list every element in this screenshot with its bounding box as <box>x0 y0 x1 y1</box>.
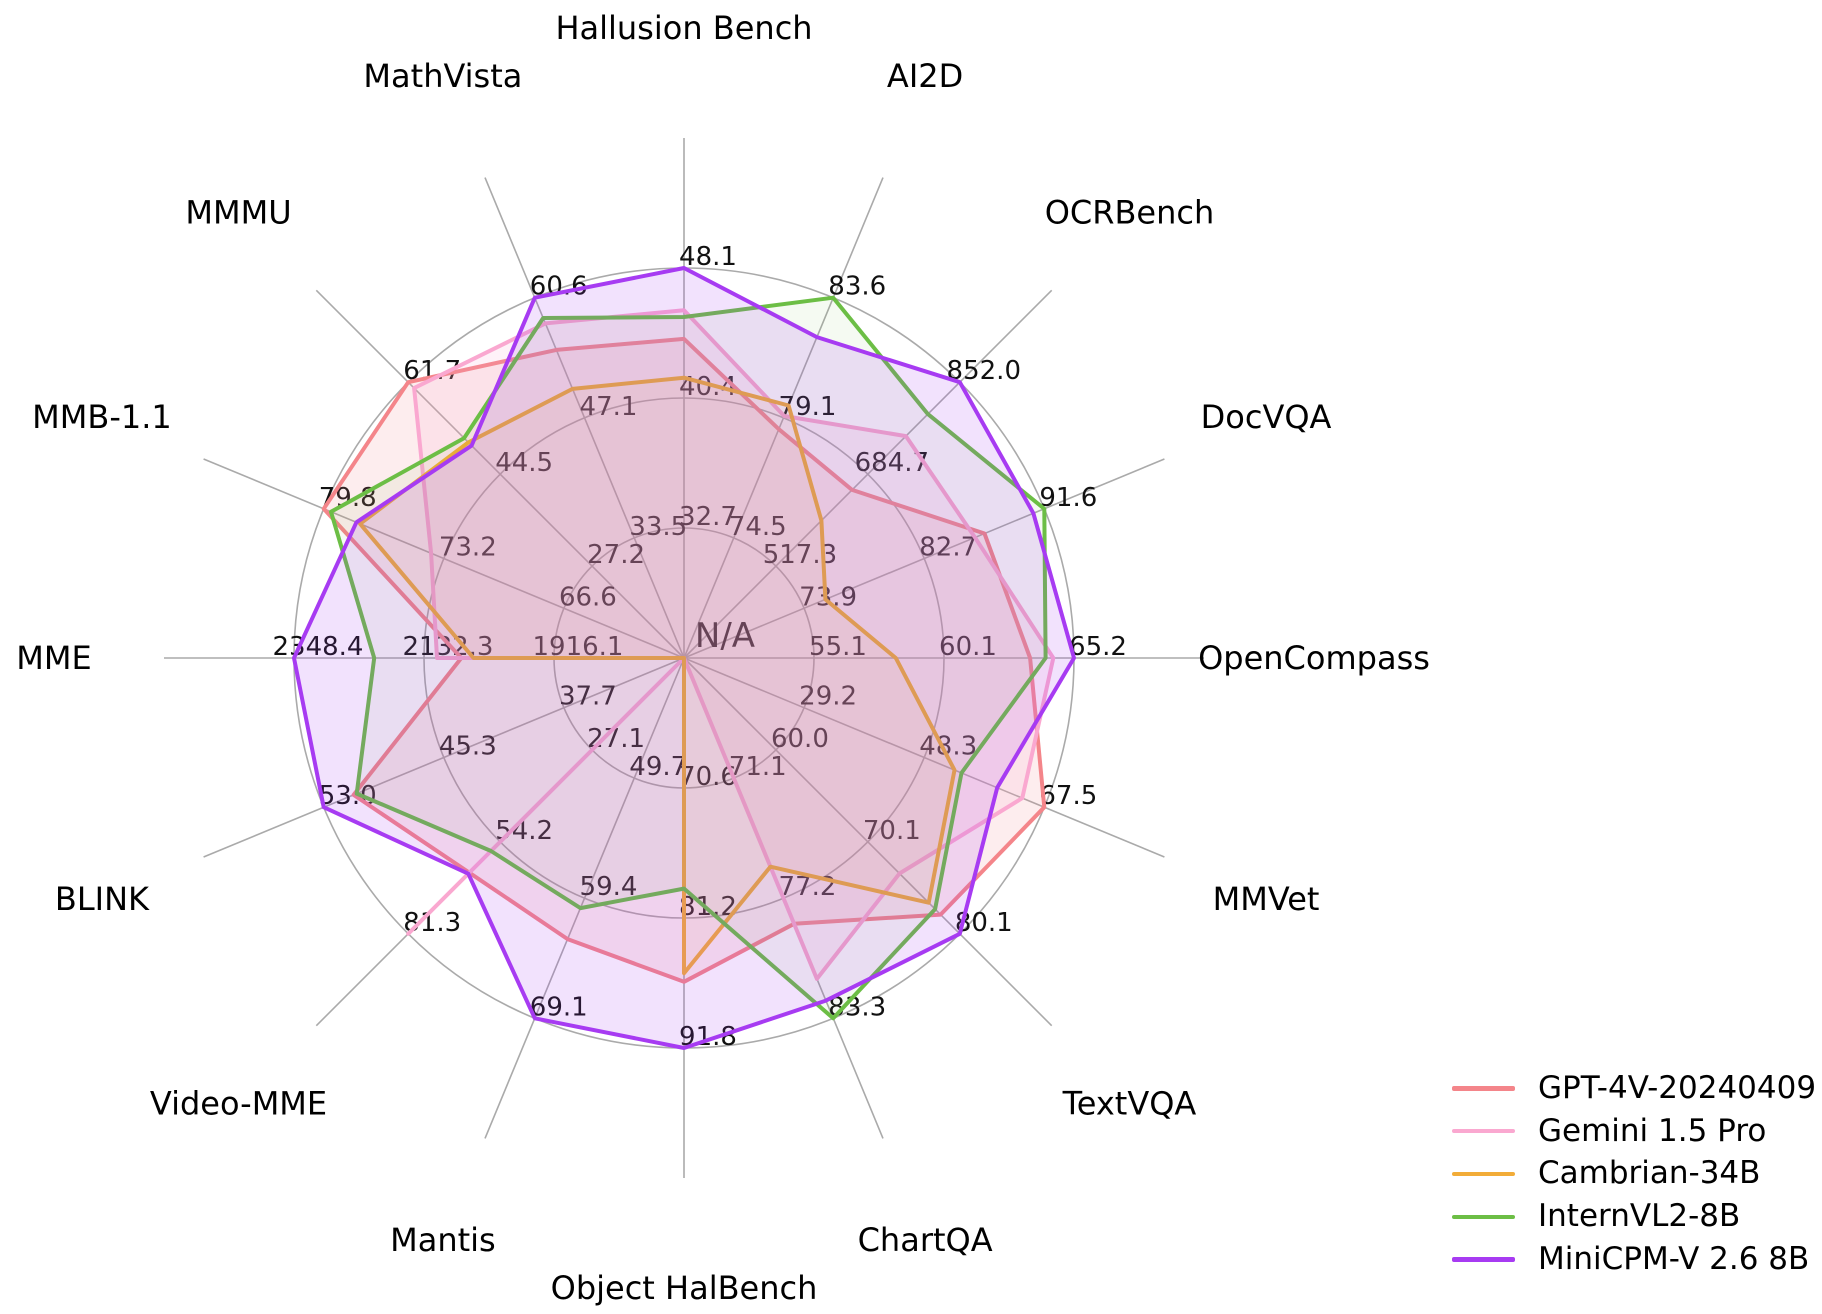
ring-label: 60.1 <box>939 632 997 662</box>
legend-swatch <box>1452 1257 1515 1262</box>
axis-spoke <box>683 657 1053 1027</box>
axis-spoke <box>683 289 1053 659</box>
ring-label: 32.7 <box>679 502 737 532</box>
legend-label: InternVL2-8B <box>1538 1198 1741 1235</box>
axis-title-mme: MME <box>16 639 91 677</box>
ring-label: 81.3 <box>403 908 461 938</box>
ring-label: 27.1 <box>587 724 645 754</box>
center-na-label: N/A <box>695 616 755 656</box>
ring-label: 74.5 <box>729 512 787 542</box>
ring-label: 54.2 <box>495 816 553 846</box>
legend-swatch <box>1452 1171 1515 1177</box>
legend-swatch <box>1452 1086 1515 1091</box>
axis-title-ocrbench: OCRBench <box>1045 194 1215 232</box>
legend-label: MiniCPM-V 2.6 8B <box>1538 1241 1810 1278</box>
legend-item-gemini-1-5-pro: Gemini 1.5 Pro <box>1452 1110 1816 1153</box>
axis-spoke <box>683 657 1165 858</box>
axis-title-mantis: Mantis <box>390 1221 496 1259</box>
ring-label: 27.2 <box>587 540 645 570</box>
axis-title-textvqa: TextVQA <box>1062 1084 1197 1122</box>
legend-swatch <box>1452 1128 1515 1134</box>
ring-label: 70.1 <box>863 816 921 846</box>
series-polygon-gemini-1-5-pro <box>406 308 1056 981</box>
ring-label: 77.2 <box>779 872 837 902</box>
axis-titles: Hallusion Bench AI2D OCRBench DocVQA OpenCom… <box>16 9 1430 1307</box>
ring-label: 45.3 <box>439 731 497 761</box>
ring-label: 66.6 <box>559 582 617 612</box>
legend-label: GPT-4V-20240409 <box>1538 1069 1817 1106</box>
legend: GPT-4V-20240409 Gemini 1.5 Pro Cambrian-34… <box>1452 1067 1816 1281</box>
ring-label: 2348.4 <box>273 632 364 662</box>
ring-label: 47.1 <box>580 392 638 422</box>
axis-title-mmvet: MMVet <box>1213 880 1320 918</box>
legend-item-internvl2-8b: InternVL2-8B <box>1452 1195 1816 1238</box>
axis-spoke <box>683 458 1165 659</box>
axis-title-mmb-1-1: MMB-1.1 <box>32 398 172 436</box>
axis-title-mmmu: MMMU <box>185 194 291 232</box>
axis-title-ai2d: AI2D <box>887 57 963 95</box>
ring-label: 60.0 <box>771 724 829 754</box>
ring-label: 91.6 <box>1039 483 1097 513</box>
axis-spoke <box>484 657 685 1139</box>
ring-label: 44.5 <box>495 448 553 478</box>
axis-spoke <box>484 177 685 659</box>
axis-title-video-mme: Video-MME <box>150 1084 327 1122</box>
legend-item-minicpm-v-2-6-8b: MiniCPM-V 2.6 8B <box>1452 1238 1816 1281</box>
ring-label: 79.8 <box>319 483 377 513</box>
axis-spoke <box>315 289 685 659</box>
ring-label: 48.1 <box>679 242 737 272</box>
series-polygon-internvl2-8b <box>329 295 1048 1021</box>
legend-label: Gemini 1.5 Pro <box>1538 1112 1767 1149</box>
axis-spoke <box>203 657 685 858</box>
axis-title-mathvista: MathVista <box>363 57 522 95</box>
ring-label: 82.7 <box>919 533 977 563</box>
series-polygon-minicpm-v-2-6-8b <box>292 266 1076 1050</box>
legend-item-cambrian-34b: Cambrian-34B <box>1452 1153 1816 1196</box>
legend-label: Cambrian-34B <box>1538 1155 1761 1192</box>
ring-label: 73.2 <box>439 533 497 563</box>
axis-title-opencompass: OpenCompass <box>1198 639 1430 677</box>
ring-label: 71.1 <box>729 752 787 782</box>
axis-title-hallusion-bench: Hallusion Bench <box>555 9 812 47</box>
ring-label: 29.2 <box>799 682 857 712</box>
ring-label: 55.1 <box>809 632 867 662</box>
legend-swatch <box>1452 1214 1515 1220</box>
axis-spoke <box>203 458 685 659</box>
ring-label: 73.9 <box>799 582 857 612</box>
ring-label: 49.7 <box>629 752 687 782</box>
ring-label: 83.3 <box>828 992 886 1022</box>
series-polygons <box>292 266 1076 1050</box>
ring-label: 67.5 <box>1039 781 1097 811</box>
ring-label: 37.7 <box>559 682 617 712</box>
axis-title-blink: BLINK <box>55 880 150 918</box>
ring-labels: 32.740.448.174.579.183.6517.3684.7852.07… <box>273 242 1127 1052</box>
axis-title-chartqa: ChartQA <box>858 1221 993 1259</box>
legend-item-gpt-4v-20240409: GPT-4V-20240409 <box>1452 1067 1816 1110</box>
ring-label: 83.6 <box>828 272 886 302</box>
axis-title-docvqa: DocVQA <box>1201 398 1332 436</box>
ring-label: 65.2 <box>1069 632 1127 662</box>
ring-label: 33.5 <box>629 512 687 542</box>
axis-title-object-halbench: Object HalBench <box>551 1269 818 1307</box>
